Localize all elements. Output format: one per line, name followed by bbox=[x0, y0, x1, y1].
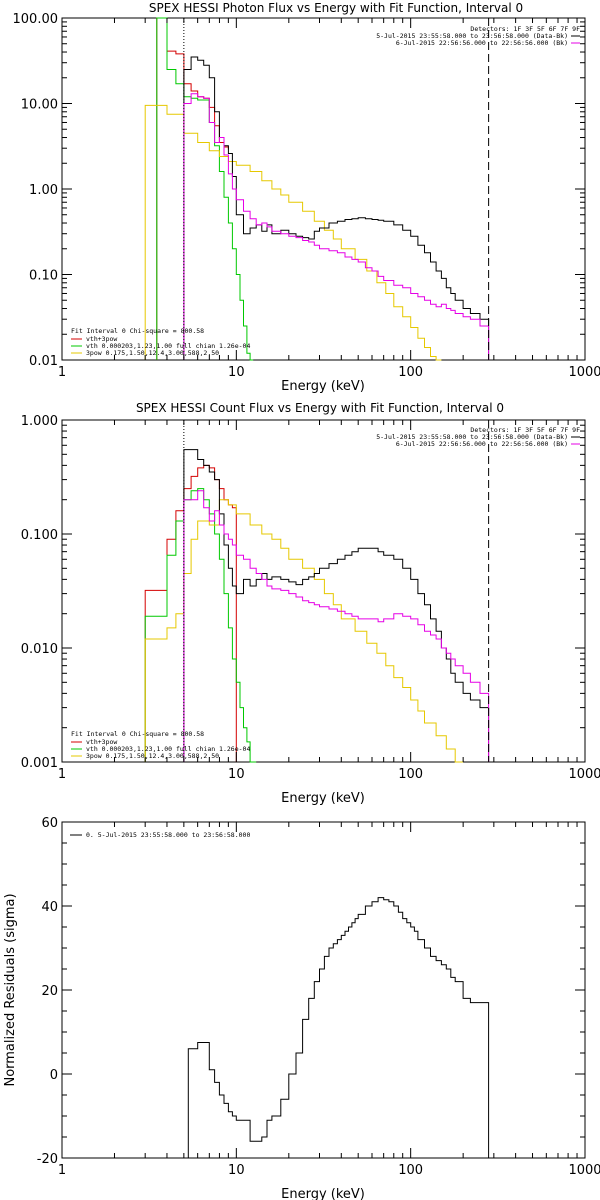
x-tick-label: 1 bbox=[58, 767, 66, 782]
plot-frame bbox=[61, 17, 586, 361]
y-tick-label: 0.100 bbox=[21, 528, 58, 543]
legend-3pow: 3pow 0.175,1.50,12.4,3.00,588,2.50 bbox=[86, 349, 219, 357]
y-tick-label: 20 bbox=[41, 984, 58, 999]
legend-3pow: 3pow 0.175,1.50,12.4,3.00,588,2.50 bbox=[86, 752, 219, 760]
x-tick-label: 1000 bbox=[568, 1163, 600, 1178]
legend-data-bk: 5-Jul-2015 23:55:58.000 to 23:56:58.000 … bbox=[376, 32, 568, 40]
y-tick-label: 0.01 bbox=[29, 354, 58, 369]
y-tick-label: 60 bbox=[41, 816, 58, 831]
panel-photon-flux: SPEX HESSI Photon Flux vs Energy with Fi… bbox=[13, 1, 600, 394]
series-line-3pow bbox=[144, 104, 442, 361]
x-tick-label: 1000 bbox=[568, 365, 600, 380]
chart-title: SPEX HESSI Photon Flux vs Energy with Fi… bbox=[149, 1, 523, 15]
x-tick-label: 100 bbox=[398, 1163, 423, 1178]
y-tick-label: 1.000 bbox=[21, 414, 58, 429]
legend-data-bk: 5-Jul-2015 23:55:58.000 to 23:56:58.000 … bbox=[376, 433, 568, 441]
plot-frame bbox=[61, 419, 586, 763]
legend-vth: vth 0.000203,1.23,1.00 full chian 1.26e-… bbox=[86, 342, 250, 350]
legend-vth3pow: vth+3pow bbox=[86, 335, 117, 343]
y-tick-label: 0.010 bbox=[21, 642, 58, 657]
x-tick-label: 100 bbox=[398, 365, 423, 380]
series-line-data-bk bbox=[183, 56, 490, 360]
y-axis-label: Normalized Residuals (sigma) bbox=[3, 893, 18, 1086]
series-line-bk bbox=[183, 490, 490, 762]
y-tick-label: 1.00 bbox=[29, 183, 58, 198]
legend-fit-interval: Fit Interval 0 Chi-square = 800.58 bbox=[71, 730, 204, 738]
x-tick-label: 10 bbox=[228, 1163, 245, 1178]
panel-residuals: 0. 5-Jul-2015 23:55:58.000 to 23:56:58.0… bbox=[3, 816, 600, 1200]
legend-vth: vth 0.000203,1.23,1.00 full chian 1.26e-… bbox=[86, 745, 250, 753]
legend-bk: 6-Jul-2015 22:56:56.000 to 22:56:56.000 … bbox=[396, 440, 568, 448]
legend-detectors: Detectors: 1F 3F 5F 6F 7F 9F bbox=[470, 25, 580, 33]
x-axis-label: Energy (keV) bbox=[281, 791, 365, 806]
x-tick-label: 1 bbox=[58, 365, 66, 380]
series-line-bk bbox=[183, 93, 490, 360]
y-tick-label: 0.001 bbox=[21, 756, 58, 771]
y-tick-label: 0.10 bbox=[29, 269, 58, 284]
legend-detectors: Detectors: 1F 3F 5F 6F 7F 9F bbox=[470, 426, 580, 434]
y-tick-label: 40 bbox=[41, 900, 58, 915]
legend-fit-interval: Fit Interval 0 Chi-square = 800.58 bbox=[71, 327, 204, 335]
series-line-data-bk bbox=[183, 449, 490, 762]
panel-count-flux: SPEX HESSI Count Flux vs Energy with Fit… bbox=[21, 401, 600, 806]
series-line-vth bbox=[144, 488, 257, 763]
chart-title: SPEX HESSI Count Flux vs Energy with Fit… bbox=[136, 401, 504, 415]
x-tick-label: 1 bbox=[58, 1163, 66, 1178]
y-tick-label: 0 bbox=[50, 1068, 58, 1083]
x-tick-label: 1000 bbox=[568, 767, 600, 782]
series-line-0-5-jul-2015-23-55-58-000-to-23-56-58-000 bbox=[187, 897, 490, 1158]
series-line-vth bbox=[156, 17, 254, 361]
y-tick-label: 100.00 bbox=[13, 12, 59, 27]
y-tick-label: -20 bbox=[37, 1152, 58, 1167]
legend-interval: 0. 5-Jul-2015 23:55:58.000 to 23:56:58.0… bbox=[86, 831, 250, 839]
series-line-vth-3pow bbox=[144, 464, 237, 762]
series-line-3pow bbox=[144, 499, 464, 763]
plot-frame bbox=[61, 821, 586, 1159]
x-axis-label: Energy (keV) bbox=[281, 379, 365, 394]
legend-bk: 6-Jul-2015 22:56:56.000 to 22:56:56.000 … bbox=[396, 39, 568, 47]
x-axis-label: Energy (keV) bbox=[281, 1187, 365, 1200]
x-tick-label: 10 bbox=[228, 365, 245, 380]
y-tick-label: 10.00 bbox=[21, 98, 58, 113]
x-tick-label: 10 bbox=[228, 767, 245, 782]
x-tick-label: 100 bbox=[398, 767, 423, 782]
legend-vth3pow: vth+3pow bbox=[86, 738, 117, 746]
